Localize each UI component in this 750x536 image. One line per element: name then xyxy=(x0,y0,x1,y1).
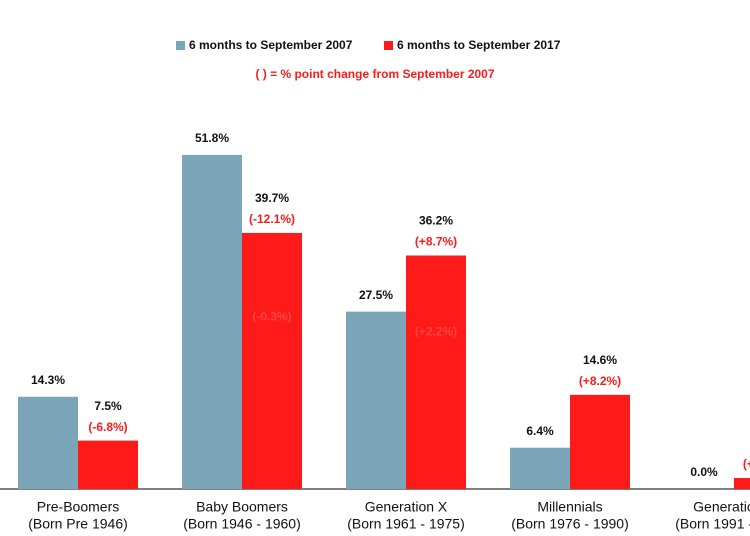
inner-label: (+2.2%) xyxy=(415,325,457,339)
x-tick-label: Generation Z xyxy=(693,499,750,515)
change-label: (+8.7%) xyxy=(415,235,457,249)
bar xyxy=(182,154,242,489)
value-label: 7.5% xyxy=(94,399,122,413)
value-label: 14.6% xyxy=(583,353,617,367)
bar xyxy=(78,440,138,489)
x-tick-label: (Born 1991 - 2005) xyxy=(675,516,750,532)
value-label: 27.5% xyxy=(359,288,393,302)
legend-label: 6 months to September 2007 xyxy=(189,38,353,52)
value-label: 39.7% xyxy=(255,191,289,205)
legend-swatch xyxy=(176,41,185,50)
x-tick-label: (Born 1976 - 1990) xyxy=(511,516,629,532)
x-tick-label: (Born 1961 - 1975) xyxy=(347,516,465,532)
change-label: (+1.7%) xyxy=(743,457,750,471)
x-tick-label: (Born 1946 - 1960) xyxy=(183,516,301,532)
value-label: 0.0% xyxy=(690,465,718,479)
bar xyxy=(406,255,466,489)
value-label: 6.4% xyxy=(526,424,554,438)
chart-subtitle: ( ) = % point change from September 2007 xyxy=(255,67,494,81)
value-label: 36.2% xyxy=(419,214,453,228)
x-tick-label: (Born Pre 1946) xyxy=(28,516,128,532)
bar xyxy=(510,447,570,489)
legend-swatch xyxy=(384,41,393,50)
x-tick-label: Pre-Boomers xyxy=(37,499,119,515)
change-label: (+8.2%) xyxy=(579,374,621,388)
legend-label: 6 months to September 2017 xyxy=(397,38,561,52)
x-tick-label: Generation X xyxy=(365,499,448,515)
x-tick-label: Baby Boomers xyxy=(196,499,288,515)
change-label: (-12.1%) xyxy=(249,212,295,226)
bar xyxy=(734,478,750,489)
change-label: (-6.8%) xyxy=(88,420,127,434)
value-label: 14.3% xyxy=(31,373,65,387)
value-label: 51.8% xyxy=(195,131,229,145)
inner-label: (-0.3%) xyxy=(252,310,291,324)
bar xyxy=(18,396,78,489)
bar xyxy=(346,311,406,489)
bar xyxy=(242,232,302,489)
x-tick-label: Millennials xyxy=(537,499,602,515)
bar xyxy=(570,394,630,489)
